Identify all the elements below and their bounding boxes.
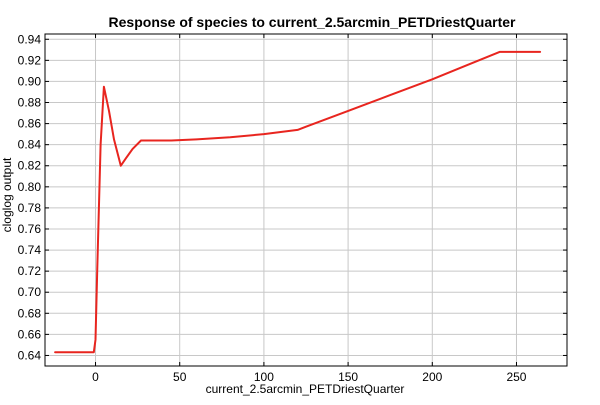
y-tick-label: 0.94 xyxy=(18,32,42,46)
y-tick-label: 0.66 xyxy=(18,327,42,341)
y-tick-label: 0.78 xyxy=(18,201,42,215)
y-tick-label: 0.64 xyxy=(18,348,42,362)
y-tick-label: 0.74 xyxy=(18,243,42,257)
grid xyxy=(45,34,567,366)
x-tick-label: 200 xyxy=(422,370,442,384)
plot-area-frame xyxy=(44,33,568,367)
y-axis-label: cloglog output xyxy=(0,157,14,232)
y-tick-label: 0.82 xyxy=(18,159,42,173)
y-tick-label: 0.80 xyxy=(18,180,42,194)
y-tick-label: 0.90 xyxy=(18,74,42,88)
y-tick-label: 0.72 xyxy=(18,264,42,278)
y-tick-label: 0.88 xyxy=(18,96,42,110)
chart-title: Response of species to current_2.5arcmin… xyxy=(109,14,516,30)
x-tick-label: 50 xyxy=(173,370,187,384)
x-tick-label: 0 xyxy=(92,370,99,384)
y-tick-label: 0.70 xyxy=(18,285,42,299)
series-line xyxy=(54,50,542,354)
x-tick-label: 100 xyxy=(254,370,274,384)
y-tick-label: 0.68 xyxy=(18,306,42,320)
y-tick-label: 0.92 xyxy=(18,53,42,67)
y-tick-label: 0.76 xyxy=(18,222,42,236)
axis-ticks: 0 50 100 150 200 250 0.64 0.66 0.68 0.70 0.72 0.74 0… xyxy=(18,32,567,384)
x-tick-label: 150 xyxy=(338,370,358,384)
x-tick-label: 250 xyxy=(506,370,526,384)
series-layer xyxy=(54,50,542,354)
y-tick-label: 0.84 xyxy=(18,138,42,152)
y-tick-label: 0.86 xyxy=(18,117,42,131)
x-axis-label: current_2.5arcmin_PETDriestQuarter xyxy=(206,382,405,396)
